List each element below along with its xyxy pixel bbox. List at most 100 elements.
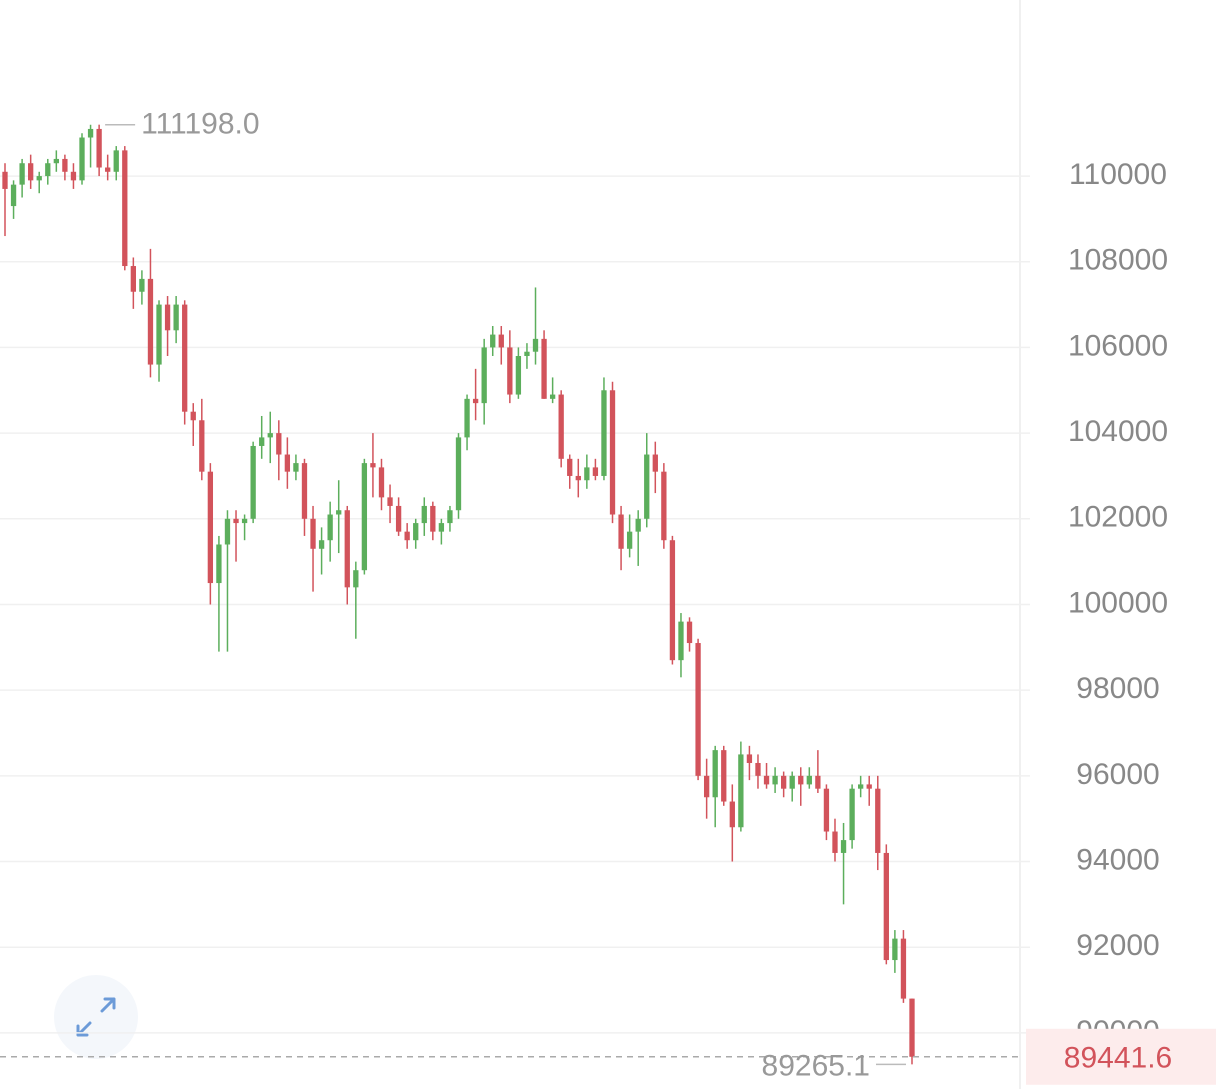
candle-body xyxy=(780,775,787,789)
candle-body xyxy=(413,523,419,541)
candle-body xyxy=(584,467,590,481)
candle-body xyxy=(79,137,85,181)
candle-body xyxy=(883,852,889,961)
expand-button[interactable] xyxy=(54,975,138,1059)
high-label: 111198.0 xyxy=(141,108,259,141)
candle-body xyxy=(823,788,830,832)
candle-body xyxy=(661,471,667,541)
candle-body xyxy=(378,467,385,498)
candle-body xyxy=(87,128,94,138)
candle-body xyxy=(490,334,496,348)
candle-body xyxy=(276,433,282,455)
candle-body xyxy=(481,347,487,404)
y-tick-label: 106000 xyxy=(1068,329,1168,362)
candle-body xyxy=(609,390,616,515)
candle-body xyxy=(806,775,812,785)
candle-body xyxy=(498,334,504,348)
y-tick-label: 98000 xyxy=(1076,672,1159,705)
candle-body xyxy=(301,463,308,519)
candle-body xyxy=(703,775,710,798)
candle-body xyxy=(575,475,581,481)
expand-button-bg[interactable] xyxy=(54,975,138,1059)
candle-body xyxy=(678,621,684,661)
candle-body xyxy=(438,523,445,532)
candle-body xyxy=(832,831,838,853)
candle-body xyxy=(310,518,316,549)
candle-body xyxy=(233,518,239,524)
candle-body xyxy=(430,505,436,532)
candle-body xyxy=(395,505,402,532)
candle-body xyxy=(635,518,641,532)
candle-body xyxy=(866,784,872,789)
candle-body xyxy=(892,938,898,961)
candle-body xyxy=(721,750,727,802)
candle-body xyxy=(567,458,573,476)
candle-body xyxy=(224,518,231,545)
candle-body xyxy=(344,510,350,588)
y-tick-label: 96000 xyxy=(1076,758,1159,791)
candle-body xyxy=(652,454,658,472)
candle-body xyxy=(96,128,102,168)
y-tick-label: 104000 xyxy=(1068,415,1168,448)
candle-body xyxy=(549,394,556,399)
candle-body xyxy=(763,775,770,785)
candle-body xyxy=(318,540,325,549)
expand-icon[interactable] xyxy=(76,997,116,1037)
candle-body xyxy=(686,621,693,644)
candle-body xyxy=(755,762,761,776)
candle-body xyxy=(190,411,196,421)
candle-body xyxy=(840,840,847,853)
candle-body xyxy=(772,775,778,785)
candle-body xyxy=(858,784,864,789)
y-tick-label: 94000 xyxy=(1076,843,1159,876)
candle-body xyxy=(259,437,265,446)
candle-body xyxy=(592,467,599,476)
candle-body xyxy=(558,394,564,459)
y-tick-label: 100000 xyxy=(1068,586,1168,619)
candle-body xyxy=(712,750,718,798)
candle-body xyxy=(327,514,333,541)
candle-body xyxy=(241,518,248,524)
candle-body xyxy=(447,510,453,524)
candle-body xyxy=(455,437,462,511)
y-tick-label: 110000 xyxy=(1069,158,1167,191)
candle-body xyxy=(156,304,162,365)
candle-body xyxy=(207,471,214,584)
candle-body xyxy=(122,150,128,267)
candle-body xyxy=(644,454,650,519)
candle-body xyxy=(70,171,77,181)
candle-body xyxy=(541,338,547,399)
candle-body xyxy=(53,158,59,164)
candle-body xyxy=(515,356,522,395)
candle-body xyxy=(113,150,119,172)
candle-body xyxy=(746,754,753,763)
candle-body xyxy=(10,184,17,207)
candle-body xyxy=(284,454,291,472)
candle-body xyxy=(626,531,633,549)
candle-body xyxy=(669,540,676,661)
candle-body xyxy=(618,514,624,549)
candle-body xyxy=(909,998,915,1057)
y-tick-label: 108000 xyxy=(1068,244,1168,277)
candle-body xyxy=(28,163,34,181)
candle-body xyxy=(2,171,8,189)
candle-body xyxy=(182,304,188,412)
candle-body xyxy=(738,754,744,828)
last-price-label: 89441.6 xyxy=(1064,1042,1172,1075)
candle-body xyxy=(404,531,410,541)
candle-body xyxy=(173,304,179,331)
y-tick-label: 92000 xyxy=(1076,929,1159,962)
last-price-box xyxy=(1026,1028,1216,1085)
candle-body xyxy=(361,463,368,571)
candle-body xyxy=(45,163,51,177)
low-label: 89265.1 xyxy=(762,1049,870,1082)
candle-body xyxy=(464,398,470,438)
candle-body xyxy=(421,505,427,524)
candle-body xyxy=(353,570,359,588)
candle-body xyxy=(267,433,273,438)
candle-body xyxy=(147,278,154,365)
candle-body xyxy=(62,158,68,172)
candle-body xyxy=(875,788,881,853)
candle-body xyxy=(164,304,171,331)
